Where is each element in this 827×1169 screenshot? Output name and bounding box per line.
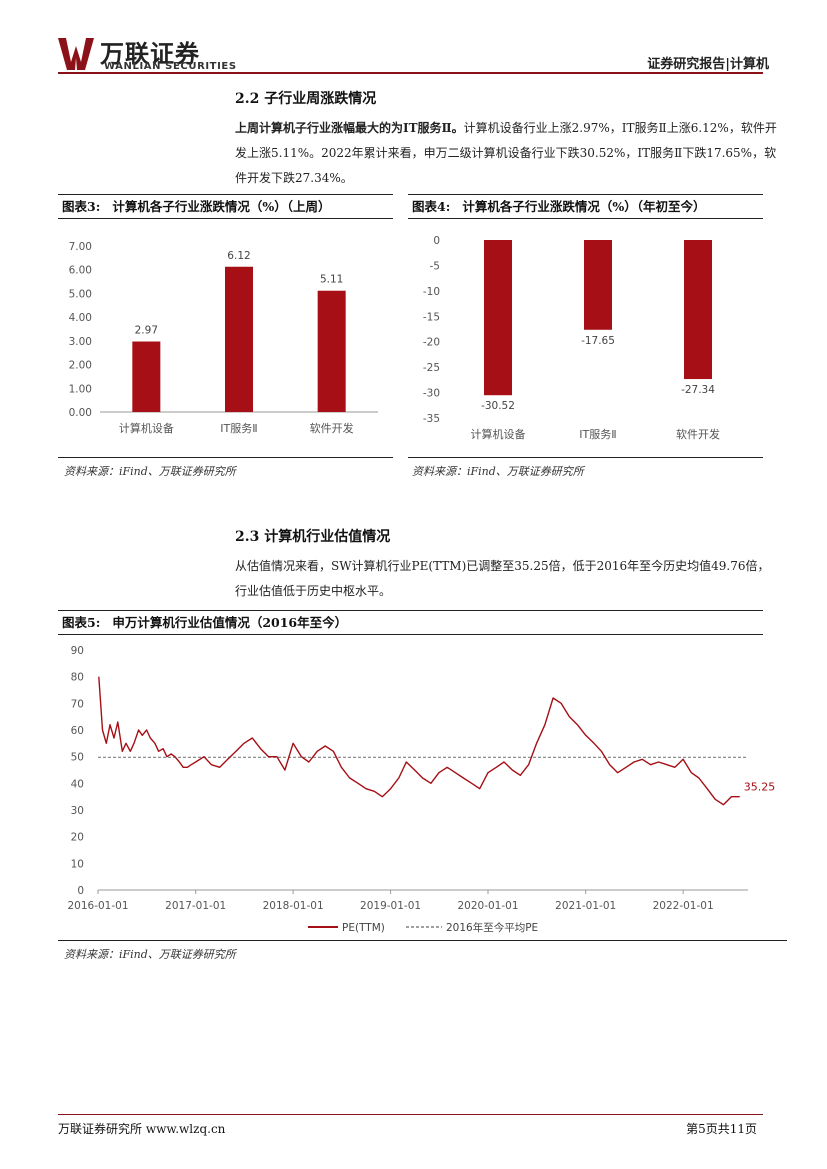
fig4-title-bar: 图表4: 计算机各子行业涨跌情况（%）（年初至今） xyxy=(408,194,763,219)
fig3-title: 计算机各子行业涨跌情况（%）（上周） xyxy=(112,199,331,214)
data-label: -27.34 xyxy=(681,384,715,396)
report-type-label: 证券研究报告|计算机 xyxy=(647,57,769,72)
legend-pe-label: PE(TTM) xyxy=(342,922,385,934)
data-label: -17.65 xyxy=(581,335,615,347)
y-tick-label: 60 xyxy=(71,725,84,737)
legend-average-label: 2016年至今平均PE xyxy=(446,921,538,934)
y-tick-label: 70 xyxy=(71,698,84,710)
bar xyxy=(225,266,253,412)
paragraph-lead: 上周计算机子行业涨幅最大的为IT服务Ⅱ。 xyxy=(235,121,464,135)
fig4-source: 资料来源：iFind、万联证券研究所 xyxy=(412,465,584,478)
y-tick-label: 0 xyxy=(77,885,84,897)
company-logo-icon xyxy=(58,38,94,70)
fig5-line-chart: 0 10 20 30 40 50 60 70 80 90 2016-01-01 2017-01-01 2… xyxy=(67,645,776,934)
logo-english-name: WANLIAN SECURITIES xyxy=(104,61,237,72)
fig4-label: 图表4: xyxy=(412,199,451,214)
x-tick-label: IT服务Ⅱ xyxy=(220,422,257,435)
data-label: -30.52 xyxy=(481,400,515,412)
x-tick-label: 2022-01-01 xyxy=(653,900,714,912)
y-tick-label: 10 xyxy=(71,858,84,870)
y-tick-label: 80 xyxy=(71,672,84,684)
y-tick-label: -5 xyxy=(430,260,440,272)
y-tick-label: -20 xyxy=(423,337,440,349)
x-tick-label: 软件开发 xyxy=(310,421,354,435)
fig3-bottom-rule xyxy=(58,457,393,458)
x-tick-label: 2019-01-01 xyxy=(360,900,421,912)
x-tick-label: 计算机设备 xyxy=(119,421,174,435)
y-tick-label: 2.00 xyxy=(69,360,92,372)
footer-website: 万联证券研究所 www.wlzq.cn xyxy=(58,1122,226,1136)
data-label: 6.12 xyxy=(227,250,250,262)
y-tick-label: -35 xyxy=(423,413,440,425)
fig5-title: 申万计算机行业估值情况（2016年至今） xyxy=(112,615,348,630)
bar xyxy=(132,341,161,412)
x-tick-label: 计算机设备 xyxy=(471,427,526,441)
fig3-bar-chart: 0.00 1.00 2.00 3.00 4.00 5.00 6.00 7.00 2.97 计算机设… xyxy=(69,241,378,435)
y-tick-label: 20 xyxy=(71,832,84,844)
y-tick-label: -15 xyxy=(423,311,440,323)
fig3-title-bar: 图表3: 计算机各子行业涨跌情况（%）（上周） xyxy=(58,194,393,219)
fig3-source: 资料来源：iFind、万联证券研究所 xyxy=(64,465,236,478)
y-tick-label: 50 xyxy=(71,752,84,764)
fig5-title-bar: 图表5: 申万计算机行业估值情况（2016年至今） xyxy=(58,610,763,635)
header-divider xyxy=(58,72,763,74)
x-tick-label: 2021-01-01 xyxy=(555,900,616,912)
x-tick-label: 2016-01-01 xyxy=(67,900,128,912)
y-tick-label: 0.00 xyxy=(69,407,92,419)
paragraph-body: 计算机设备行业上涨2.97%，IT服务Ⅱ上涨6.12%，软件开发上涨5.11%。… xyxy=(235,121,777,185)
fig5-bottom-rule xyxy=(58,940,787,941)
section-2-2-paragraph: 上周计算机子行业涨幅最大的为IT服务Ⅱ。计算机设备行业上涨2.97%，IT服务Ⅱ… xyxy=(235,116,780,191)
y-tick-label: -10 xyxy=(423,286,440,298)
bar xyxy=(484,240,512,396)
x-tick-label: IT服务Ⅱ xyxy=(579,428,616,441)
section-heading-2-2: 2.2 子行业周涨跌情况 xyxy=(235,91,377,107)
fig3-label: 图表3: xyxy=(62,199,101,214)
data-label: 2.97 xyxy=(135,325,158,337)
section-heading-2-3: 2.3 计算机行业估值情况 xyxy=(235,529,391,545)
y-tick-label: -25 xyxy=(423,362,440,374)
pe-ttm-series-line xyxy=(98,676,740,806)
data-label: 5.11 xyxy=(320,274,343,286)
fig4-title: 计算机各子行业涨跌情况（%）（年初至今） xyxy=(462,199,706,214)
end-value-label: 35.25 xyxy=(744,781,776,794)
x-tick-label: 2017-01-01 xyxy=(165,900,226,912)
y-tick-label: 4.00 xyxy=(69,312,92,324)
y-tick-label: 6.00 xyxy=(69,265,92,277)
bar xyxy=(317,290,346,412)
bar xyxy=(584,240,612,330)
x-tick-label: 2018-01-01 xyxy=(263,900,324,912)
y-tick-label: 1.00 xyxy=(69,383,92,395)
footer-divider xyxy=(58,1114,763,1115)
y-tick-label: 7.00 xyxy=(69,241,92,253)
y-tick-label: 0 xyxy=(433,235,440,247)
fig5-label: 图表5: xyxy=(62,615,101,630)
y-tick-label: -30 xyxy=(423,388,440,400)
y-tick-label: 90 xyxy=(71,645,84,657)
fig4-bottom-rule xyxy=(408,457,763,458)
x-tick-label: 软件开发 xyxy=(676,427,720,441)
fig5-source: 资料来源：iFind、万联证券研究所 xyxy=(64,948,236,961)
x-tick-label: 2020-01-01 xyxy=(457,900,518,912)
y-tick-label: 30 xyxy=(71,805,84,817)
bar xyxy=(684,240,712,380)
y-tick-label: 40 xyxy=(71,778,84,790)
logo-chinese-name: 万联证券 xyxy=(100,40,200,68)
fig4-bar-chart: 0 -5 -10 -15 -20 -25 -30 -35 -30.52 计算机设备 -17.65 IT… xyxy=(423,235,720,441)
section-2-3-paragraph: 从估值情况来看，SW计算机行业PE(TTM)已调整至35.25倍，低于2016年… xyxy=(235,559,770,598)
y-tick-label: 3.00 xyxy=(69,336,92,348)
y-tick-label: 5.00 xyxy=(69,288,92,300)
page-number: 第5页共11页 xyxy=(686,1122,757,1136)
